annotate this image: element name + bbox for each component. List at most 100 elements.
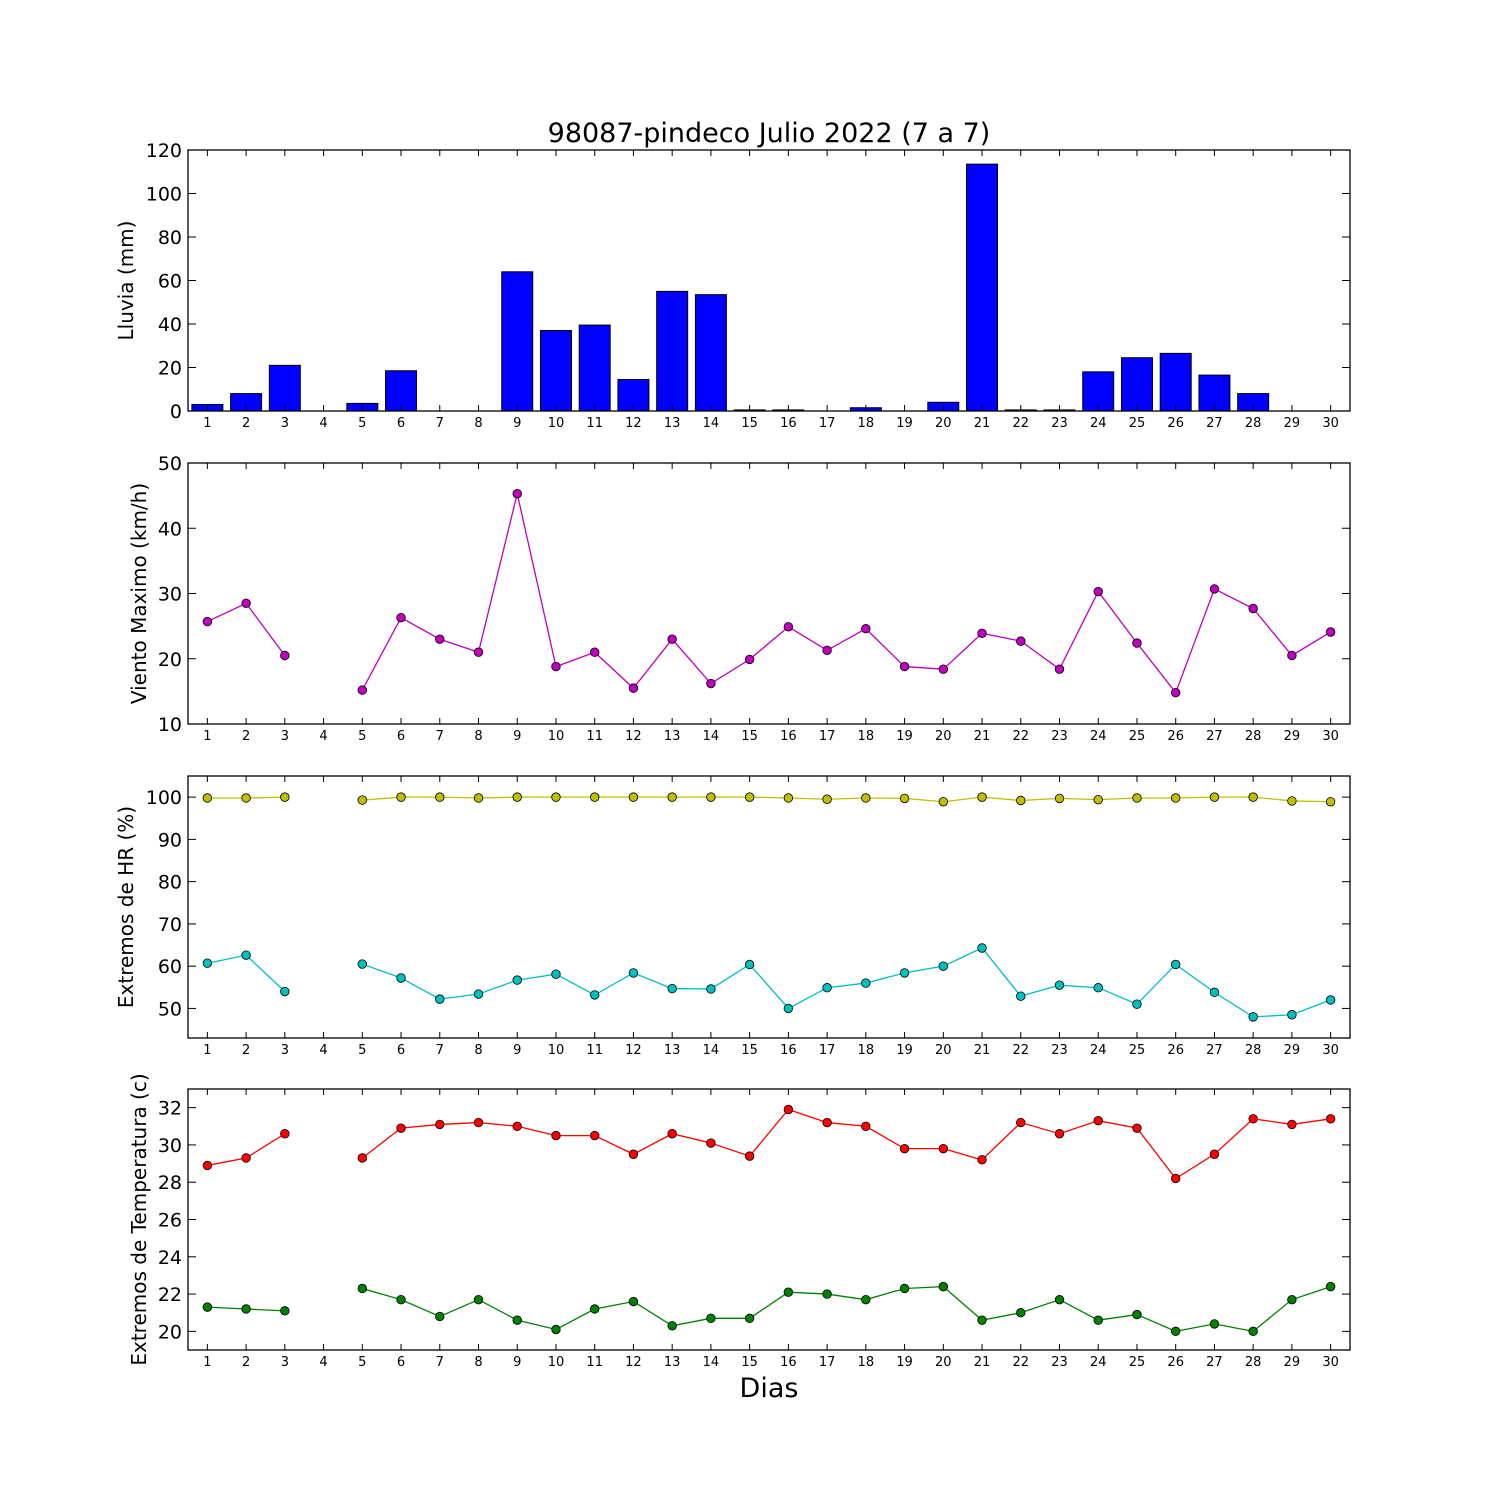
x-tick-label: 18 [858, 416, 875, 431]
x-tick-label: 2 [242, 1043, 250, 1058]
y-tick-label: 10 [158, 714, 182, 736]
series-1 [202, 792, 1336, 807]
data-point [1248, 792, 1258, 802]
data-point [1170, 1326, 1181, 1337]
data-point [590, 1304, 600, 1314]
data-point [899, 661, 910, 672]
data-point [1016, 1117, 1026, 1128]
x-ticks: 1 2 3 4 5 6 7 8 9 10 11 12 13 14 15 16 17 18 19 20 21 22 23 24 2… [203, 463, 1339, 744]
data-point [473, 1294, 484, 1305]
x-tick-label: 20 [935, 1355, 952, 1370]
series-1 [191, 163, 1270, 412]
x-tick-label: 25 [1129, 1355, 1146, 1370]
data-point [861, 978, 871, 988]
x-tick-label: 19 [896, 416, 913, 431]
y-tick-label: 26 [158, 1210, 182, 1232]
x-ticks: 1 2 3 4 5 6 7 8 9 10 11 12 13 14 15 16 17 18 19 20 21 22 23 24 2… [203, 1089, 1339, 1370]
y-tick-label: 60 [158, 271, 182, 293]
data-point [280, 986, 290, 997]
data-point [628, 683, 639, 693]
x-tick-label: 30 [1322, 1355, 1339, 1370]
x-tick-label: 16 [780, 416, 797, 431]
x-tick-label: 6 [397, 729, 405, 744]
x-tick-label: 12 [625, 1355, 642, 1370]
data-point [667, 1129, 677, 1139]
subplot-2: 1 2 3 4 5 6 7 8 9 10 11 12 13 14 15 16 17 18 19 20 21 22 23 24 2… [127, 453, 1351, 744]
data-point [1248, 603, 1258, 614]
data-point [280, 650, 290, 661]
bar [539, 330, 572, 412]
data-point [1093, 1315, 1103, 1325]
data-point [1325, 995, 1336, 1005]
data-point [1054, 1294, 1065, 1305]
data-point [1170, 793, 1181, 803]
data-point [744, 792, 755, 802]
x-tick-label: 16 [780, 1355, 797, 1370]
x-tick-label: 2 [242, 416, 250, 431]
data-point [473, 989, 484, 999]
x-tick-label: 1 [203, 416, 211, 431]
data-point [357, 959, 368, 969]
y-tick-label: 80 [158, 227, 182, 249]
x-tick-label: 23 [1051, 1043, 1068, 1058]
x-tick-label: 2 [242, 729, 250, 744]
x-ticks: 1 2 3 4 5 6 7 8 9 10 11 12 13 14 15 16 17 18 19 20 21 22 23 24 2… [203, 150, 1339, 431]
x-tick-label: 30 [1322, 1043, 1339, 1058]
x-tick-label: 26 [1167, 416, 1184, 431]
x-tick-label: 15 [741, 1355, 758, 1370]
x-tick-label: 29 [1284, 729, 1301, 744]
x-tick-label: 21 [974, 1043, 991, 1058]
data-point [1325, 797, 1336, 807]
data-point [280, 1306, 290, 1316]
x-tick-label: 23 [1051, 729, 1068, 744]
subplot-3: 1 2 3 4 5 6 7 8 9 10 11 12 13 14 15 16 17 18 19 20 21 22 23 24 2… [114, 775, 1351, 1058]
data-point [1170, 1173, 1181, 1184]
x-tick-label: 5 [358, 1355, 366, 1370]
data-point [744, 959, 755, 970]
bar [385, 370, 418, 412]
x-tick-label: 9 [513, 1043, 521, 1058]
x-tick-label: 6 [397, 1043, 405, 1058]
series-2 [202, 1281, 1336, 1337]
x-tick-label: 27 [1206, 1355, 1223, 1370]
x-tick-label: 20 [935, 1043, 952, 1058]
x-tick-label: 8 [474, 1043, 482, 1058]
y-axis-label: Lluvia (mm) [114, 221, 138, 341]
data-point [551, 969, 561, 979]
x-tick-label: 28 [1245, 416, 1262, 431]
x-tick-label: 6 [397, 416, 405, 431]
data-point [783, 1104, 794, 1115]
x-tick-label: 15 [741, 416, 758, 431]
data-point [396, 1123, 406, 1133]
chart-title: 98087-pindeco Julio 2022 (7 a 7) [548, 118, 991, 149]
x-tick-label: 13 [664, 1043, 681, 1058]
data-point [783, 622, 794, 632]
y-tick-label: 30 [158, 584, 182, 606]
data-point [435, 634, 445, 644]
data-point [435, 792, 445, 802]
data-point [667, 634, 677, 644]
data-point [551, 1130, 561, 1141]
data-point [1170, 687, 1181, 698]
x-tick-label: 24 [1090, 729, 1107, 744]
data-point [1132, 793, 1142, 803]
x-tick-label: 3 [281, 1043, 289, 1058]
data-point [899, 1143, 910, 1154]
data-point [202, 793, 213, 803]
data-point [977, 1315, 987, 1325]
x-tick-label: 15 [741, 1043, 758, 1058]
y-tick-label: 28 [158, 1172, 182, 1194]
data-point [1132, 638, 1142, 648]
data-point [202, 1302, 213, 1312]
subplot-4: 1 2 3 4 5 6 7 8 9 10 11 12 13 14 15 16 17 18 19 20 21 22 23 24 2… [127, 1073, 1351, 1370]
x-tick-label: 22 [1012, 729, 1029, 744]
subplot-1: 1 2 3 4 5 6 7 8 9 10 11 12 13 14 15 16 17 18 19 20 21 22 23 24 2… [114, 140, 1351, 431]
x-tick-label: 17 [819, 729, 836, 744]
data-point [861, 1294, 871, 1305]
data-point [783, 1003, 794, 1014]
series-1 [202, 488, 1336, 698]
data-point [1054, 793, 1065, 804]
x-tick-label: 28 [1245, 1043, 1262, 1058]
y-tick-label: 120 [146, 140, 182, 162]
